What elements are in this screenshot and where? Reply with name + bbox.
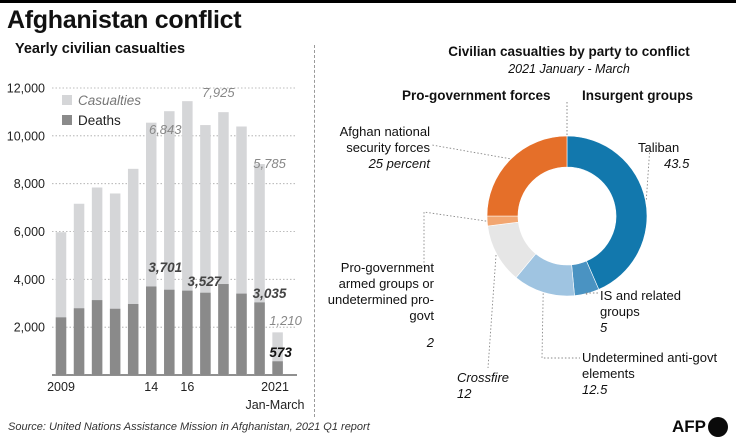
x-tick-label: 2009 bbox=[47, 380, 75, 394]
deaths-bar bbox=[91, 300, 103, 375]
top-rule bbox=[0, 0, 736, 3]
legend-label-deaths: Deaths bbox=[78, 113, 121, 128]
casualties-bar bbox=[55, 232, 67, 375]
leader-line-ansf bbox=[431, 144, 510, 160]
pro-government-heading: Pro-government forces bbox=[402, 88, 551, 103]
bar-chart-subtitle: Yearly civilian casualties bbox=[15, 41, 186, 57]
leader-line-undetermined-anti bbox=[541, 293, 580, 359]
donut-slice-ansf bbox=[486, 135, 568, 217]
y-tick-label: 8,000 bbox=[14, 177, 45, 191]
slice-name-undetermined-anti: Undetermined anti-govt elements bbox=[582, 350, 718, 381]
casualties-data-label: 5,785 bbox=[253, 156, 286, 171]
deaths-bar bbox=[127, 303, 139, 375]
donut-chart-title: Civilian casualties by party to conflict bbox=[448, 44, 690, 59]
slice-name-ansf: Afghan national security forces bbox=[339, 124, 430, 155]
casualties-bar bbox=[127, 168, 139, 375]
x-tick-label: 16 bbox=[180, 380, 194, 394]
casualties-data-label: 7,925 bbox=[202, 85, 235, 100]
deaths-data-label: 3,527 bbox=[187, 274, 222, 289]
y-tick-label: 4,000 bbox=[14, 273, 45, 287]
casualties-bar bbox=[73, 203, 85, 375]
casualties-bar bbox=[218, 112, 229, 376]
deaths-bar bbox=[254, 302, 265, 375]
deaths-bar bbox=[272, 361, 283, 375]
y-tick-label: 10,000 bbox=[7, 129, 45, 143]
deaths-bar bbox=[236, 293, 247, 375]
legend-label-casualties: Casualties bbox=[78, 93, 141, 108]
slice-label-ansf: Afghan national security forces 25 perce… bbox=[318, 124, 430, 172]
casualties-bar bbox=[164, 111, 175, 376]
casualties-bar bbox=[109, 193, 121, 375]
casualties-bar bbox=[272, 332, 283, 375]
deaths-data-label: 3,035 bbox=[253, 286, 287, 301]
slice-name-pro-gov-armed: Pro-government armed groups or undetermi… bbox=[327, 260, 434, 323]
slice-label-is: IS and related groups 5 bbox=[600, 288, 715, 336]
afp-logo-icon bbox=[708, 417, 728, 437]
x-tick-label: 2021 bbox=[261, 380, 289, 394]
casualties-data-label: 6,843 bbox=[149, 122, 182, 137]
casualties-bar bbox=[146, 122, 157, 375]
slice-value-is: 5 bbox=[600, 320, 608, 335]
deaths-bar bbox=[146, 286, 157, 375]
slice-name-crossfire: Crossfire bbox=[457, 370, 510, 385]
slice-value-crossfire: 12 bbox=[457, 386, 472, 401]
deaths-data-label: 3,701 bbox=[148, 260, 182, 275]
donut-chart-subtitle: 2021 January - March bbox=[508, 62, 630, 76]
y-tick-label: 2,000 bbox=[14, 321, 45, 335]
slice-value-pro-gov-armed: 2 bbox=[426, 335, 434, 350]
deaths-bar bbox=[182, 290, 193, 375]
deaths-data-label: 573 bbox=[269, 345, 292, 360]
deaths-bar bbox=[55, 317, 67, 375]
x-tick-label: 14 bbox=[144, 380, 158, 394]
deaths-bar bbox=[164, 289, 175, 375]
deaths-bar bbox=[218, 284, 229, 375]
leader-line-is bbox=[583, 292, 598, 295]
slice-label-pro-gov-armed: Pro-government armed groups or undetermi… bbox=[312, 260, 434, 351]
leader-line-crossfire bbox=[487, 254, 497, 369]
insurgent-heading: Insurgent groups bbox=[582, 88, 693, 103]
panel-divider bbox=[314, 45, 315, 417]
deaths-bar bbox=[109, 308, 121, 375]
slice-name-is: IS and related groups bbox=[600, 288, 681, 319]
y-tick-label: 6,000 bbox=[14, 225, 45, 239]
leader-line-pro-gov-armed bbox=[423, 211, 487, 269]
slice-label-undetermined-anti: Undetermined anti-govt elements 12.5 bbox=[582, 350, 732, 398]
casualties-bar bbox=[91, 187, 103, 375]
casualties-bar bbox=[254, 164, 265, 375]
donut-slice-taliban bbox=[566, 135, 648, 290]
y-tick-label: 12,000 bbox=[7, 82, 45, 96]
slice-label-taliban: Taliban 43.5 bbox=[638, 140, 689, 172]
slice-value-ansf: 25 percent bbox=[368, 156, 430, 171]
legend-swatch-deaths bbox=[62, 115, 72, 125]
casualties-bar bbox=[200, 125, 211, 375]
source-note: Source: United Nations Assistance Missio… bbox=[8, 421, 370, 433]
slice-label-crossfire: Crossfire 12 bbox=[457, 370, 509, 402]
slice-name-taliban: Taliban bbox=[638, 140, 680, 155]
casualties-bar bbox=[236, 126, 247, 376]
deaths-bar bbox=[73, 308, 85, 375]
afp-logo-text: AFP bbox=[672, 417, 706, 436]
x-tick-label: Jan-March bbox=[245, 398, 304, 412]
page-title: Afghanistan conflict bbox=[7, 6, 242, 34]
slice-value-undetermined-anti: 12.5 bbox=[582, 382, 608, 397]
legend-swatch-casualties bbox=[62, 95, 72, 105]
casualties-bar bbox=[182, 101, 193, 375]
deaths-bar bbox=[200, 292, 211, 375]
casualties-data-label: 1,210 bbox=[269, 313, 302, 328]
slice-value-taliban: 43.5 bbox=[664, 156, 690, 171]
